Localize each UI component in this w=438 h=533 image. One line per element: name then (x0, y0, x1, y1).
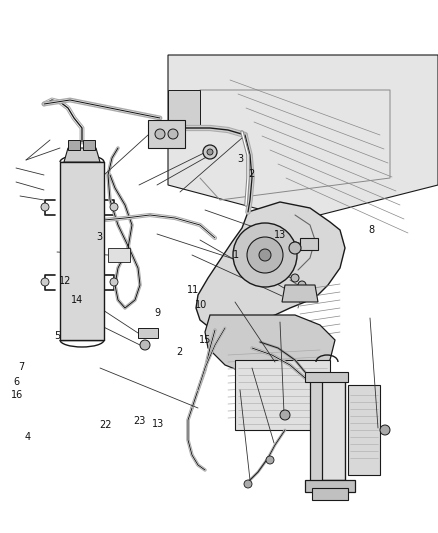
Polygon shape (168, 90, 200, 130)
Circle shape (244, 480, 252, 488)
Polygon shape (138, 328, 158, 338)
Circle shape (207, 149, 213, 155)
Polygon shape (64, 148, 100, 162)
Text: 3: 3 (237, 154, 243, 164)
Circle shape (291, 274, 299, 282)
Text: 13: 13 (274, 230, 286, 239)
Text: 5: 5 (54, 331, 60, 341)
Circle shape (41, 278, 49, 286)
Polygon shape (108, 248, 130, 262)
Circle shape (380, 425, 390, 435)
Circle shape (155, 129, 165, 139)
Text: 10: 10 (195, 301, 208, 310)
Circle shape (266, 456, 274, 464)
Polygon shape (305, 372, 348, 382)
Circle shape (233, 223, 297, 287)
Text: 16: 16 (11, 391, 23, 400)
Text: 14: 14 (71, 295, 83, 304)
Circle shape (289, 242, 301, 254)
Circle shape (280, 410, 290, 420)
Polygon shape (83, 140, 95, 150)
Polygon shape (60, 162, 104, 340)
Polygon shape (205, 315, 335, 378)
Polygon shape (196, 202, 345, 330)
Polygon shape (305, 480, 355, 492)
Polygon shape (68, 140, 80, 150)
Polygon shape (312, 488, 348, 500)
Polygon shape (310, 378, 322, 485)
Text: 23: 23 (133, 416, 145, 426)
Circle shape (110, 203, 118, 211)
Text: 22: 22 (99, 421, 111, 430)
Text: 15: 15 (199, 335, 211, 345)
Text: 8: 8 (368, 225, 374, 235)
Polygon shape (320, 380, 345, 480)
Polygon shape (235, 360, 330, 430)
Text: 2: 2 (248, 169, 254, 179)
Text: 2: 2 (177, 347, 183, 357)
Text: 4: 4 (24, 432, 30, 442)
Circle shape (259, 249, 271, 261)
Text: 1: 1 (233, 250, 239, 260)
Polygon shape (148, 120, 185, 148)
Circle shape (140, 340, 150, 350)
Text: 11: 11 (187, 286, 199, 295)
Polygon shape (300, 238, 318, 250)
Circle shape (168, 129, 178, 139)
Circle shape (41, 203, 49, 211)
Text: 13: 13 (152, 419, 164, 429)
Circle shape (110, 278, 118, 286)
Circle shape (203, 145, 217, 159)
Circle shape (247, 237, 283, 273)
Text: 3: 3 (97, 232, 103, 241)
Polygon shape (348, 385, 380, 475)
Polygon shape (282, 285, 318, 302)
Text: 12: 12 (59, 277, 71, 286)
Text: 7: 7 (18, 362, 24, 372)
Circle shape (298, 281, 306, 289)
Text: 6: 6 (14, 377, 20, 386)
Polygon shape (168, 55, 438, 220)
Text: 9: 9 (155, 309, 161, 318)
